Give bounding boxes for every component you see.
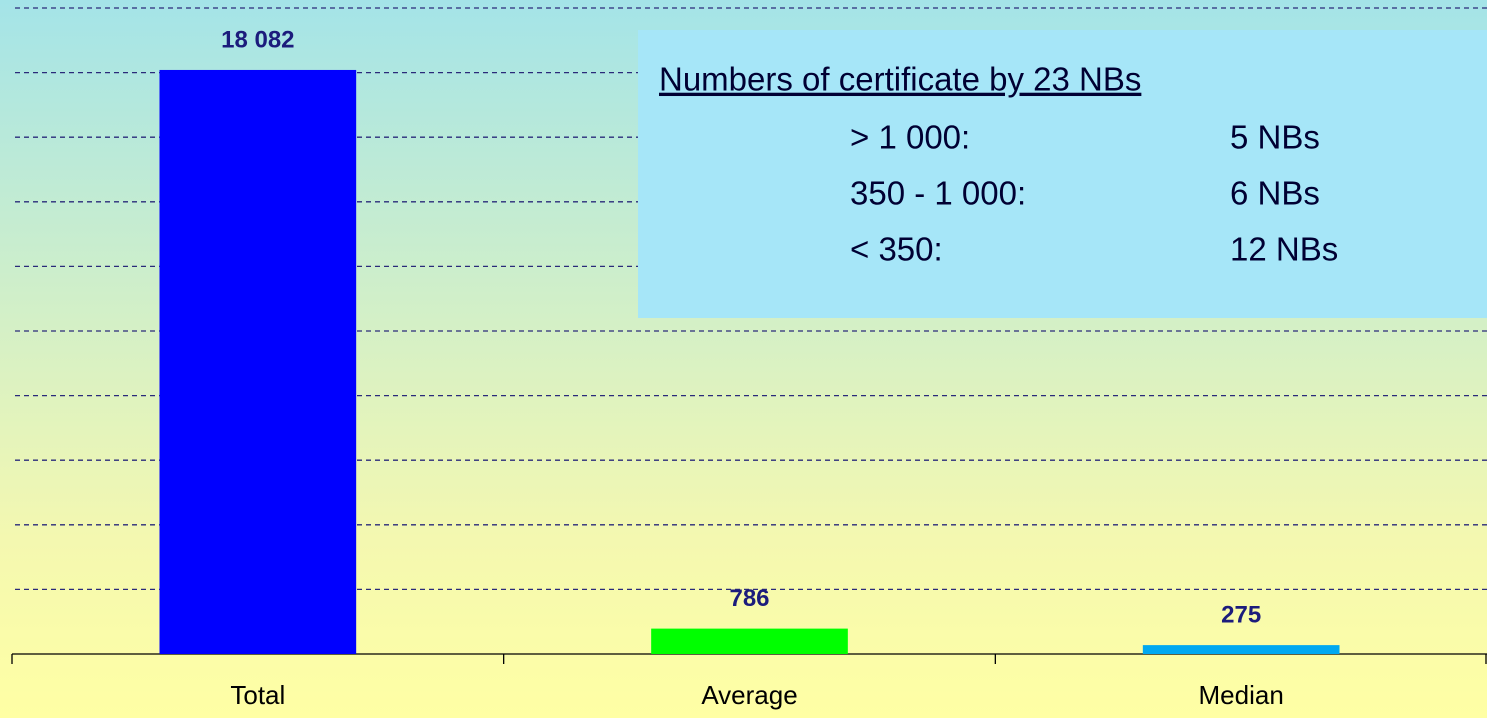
x-tick-label: Median <box>1199 680 1284 710</box>
annotation-text: > 1 000: <box>850 119 970 156</box>
data-label: 18 082 <box>221 26 294 53</box>
bar <box>651 628 848 654</box>
bar <box>159 69 357 654</box>
annotation-text: 12 NBs <box>1230 231 1338 268</box>
annotation-title: Numbers of certificate by 23 NBs <box>659 61 1141 98</box>
annotation-text: < 350: <box>850 231 943 268</box>
data-label: 275 <box>1221 601 1261 628</box>
annotation-text: 5 NBs <box>1230 119 1320 156</box>
annotation-text: 6 NBs <box>1230 175 1320 212</box>
data-label: 786 <box>729 585 769 612</box>
annotation-text: 350 - 1 000: <box>850 175 1026 212</box>
annotation-box <box>638 30 1487 318</box>
x-tick-label: Average <box>701 680 797 710</box>
bar <box>1142 645 1340 654</box>
x-tick-label: Total <box>230 680 285 710</box>
